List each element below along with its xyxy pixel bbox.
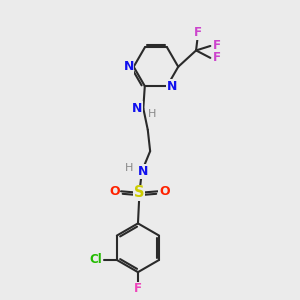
Text: N: N	[132, 102, 142, 115]
Text: S: S	[134, 185, 145, 200]
Text: F: F	[134, 282, 142, 295]
Text: H: H	[125, 164, 134, 173]
Text: N: N	[167, 80, 177, 93]
Text: Cl: Cl	[90, 254, 102, 266]
Text: O: O	[109, 185, 120, 198]
Text: N: N	[123, 60, 134, 73]
Text: F: F	[213, 40, 221, 52]
Text: N: N	[138, 165, 148, 178]
Text: F: F	[213, 51, 221, 64]
Text: F: F	[194, 26, 202, 39]
Text: H: H	[147, 109, 156, 119]
Text: O: O	[159, 185, 170, 198]
